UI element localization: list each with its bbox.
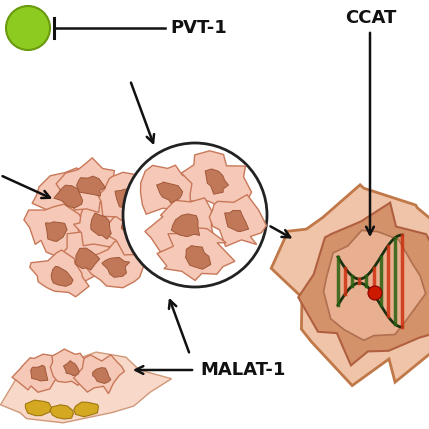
Polygon shape xyxy=(185,245,211,269)
Polygon shape xyxy=(209,195,266,246)
Polygon shape xyxy=(24,204,84,257)
Polygon shape xyxy=(75,248,100,270)
Circle shape xyxy=(6,6,50,50)
Polygon shape xyxy=(51,266,73,286)
Polygon shape xyxy=(91,213,111,239)
Text: MALAT-1: MALAT-1 xyxy=(200,361,285,379)
Polygon shape xyxy=(121,221,141,241)
Circle shape xyxy=(123,143,267,287)
Polygon shape xyxy=(115,189,138,210)
Polygon shape xyxy=(141,165,198,214)
Polygon shape xyxy=(157,227,235,281)
Polygon shape xyxy=(205,169,229,194)
Polygon shape xyxy=(0,352,172,423)
Polygon shape xyxy=(101,207,156,255)
Polygon shape xyxy=(30,250,89,297)
Polygon shape xyxy=(12,354,61,392)
Polygon shape xyxy=(76,176,106,196)
Text: CCAT: CCAT xyxy=(345,9,396,27)
Polygon shape xyxy=(74,355,124,394)
Polygon shape xyxy=(32,168,101,222)
Polygon shape xyxy=(54,185,82,208)
Polygon shape xyxy=(102,257,130,277)
Polygon shape xyxy=(50,405,73,419)
Polygon shape xyxy=(25,400,51,416)
Polygon shape xyxy=(271,185,429,386)
Polygon shape xyxy=(50,349,92,385)
Polygon shape xyxy=(56,158,124,212)
Polygon shape xyxy=(181,151,251,208)
Polygon shape xyxy=(171,214,199,237)
Polygon shape xyxy=(63,361,79,376)
Polygon shape xyxy=(74,402,99,417)
Polygon shape xyxy=(157,182,183,203)
Polygon shape xyxy=(145,198,213,252)
Polygon shape xyxy=(225,210,249,232)
Circle shape xyxy=(368,286,382,300)
Polygon shape xyxy=(57,232,117,281)
Polygon shape xyxy=(82,240,145,288)
Polygon shape xyxy=(74,199,127,247)
Polygon shape xyxy=(98,172,149,223)
Polygon shape xyxy=(45,222,67,242)
Polygon shape xyxy=(31,365,48,381)
Polygon shape xyxy=(93,368,111,384)
Polygon shape xyxy=(298,202,429,366)
Polygon shape xyxy=(323,230,426,340)
Text: PVT-1: PVT-1 xyxy=(170,19,227,37)
